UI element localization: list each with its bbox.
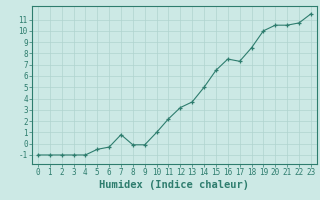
X-axis label: Humidex (Indice chaleur): Humidex (Indice chaleur) bbox=[100, 180, 249, 190]
